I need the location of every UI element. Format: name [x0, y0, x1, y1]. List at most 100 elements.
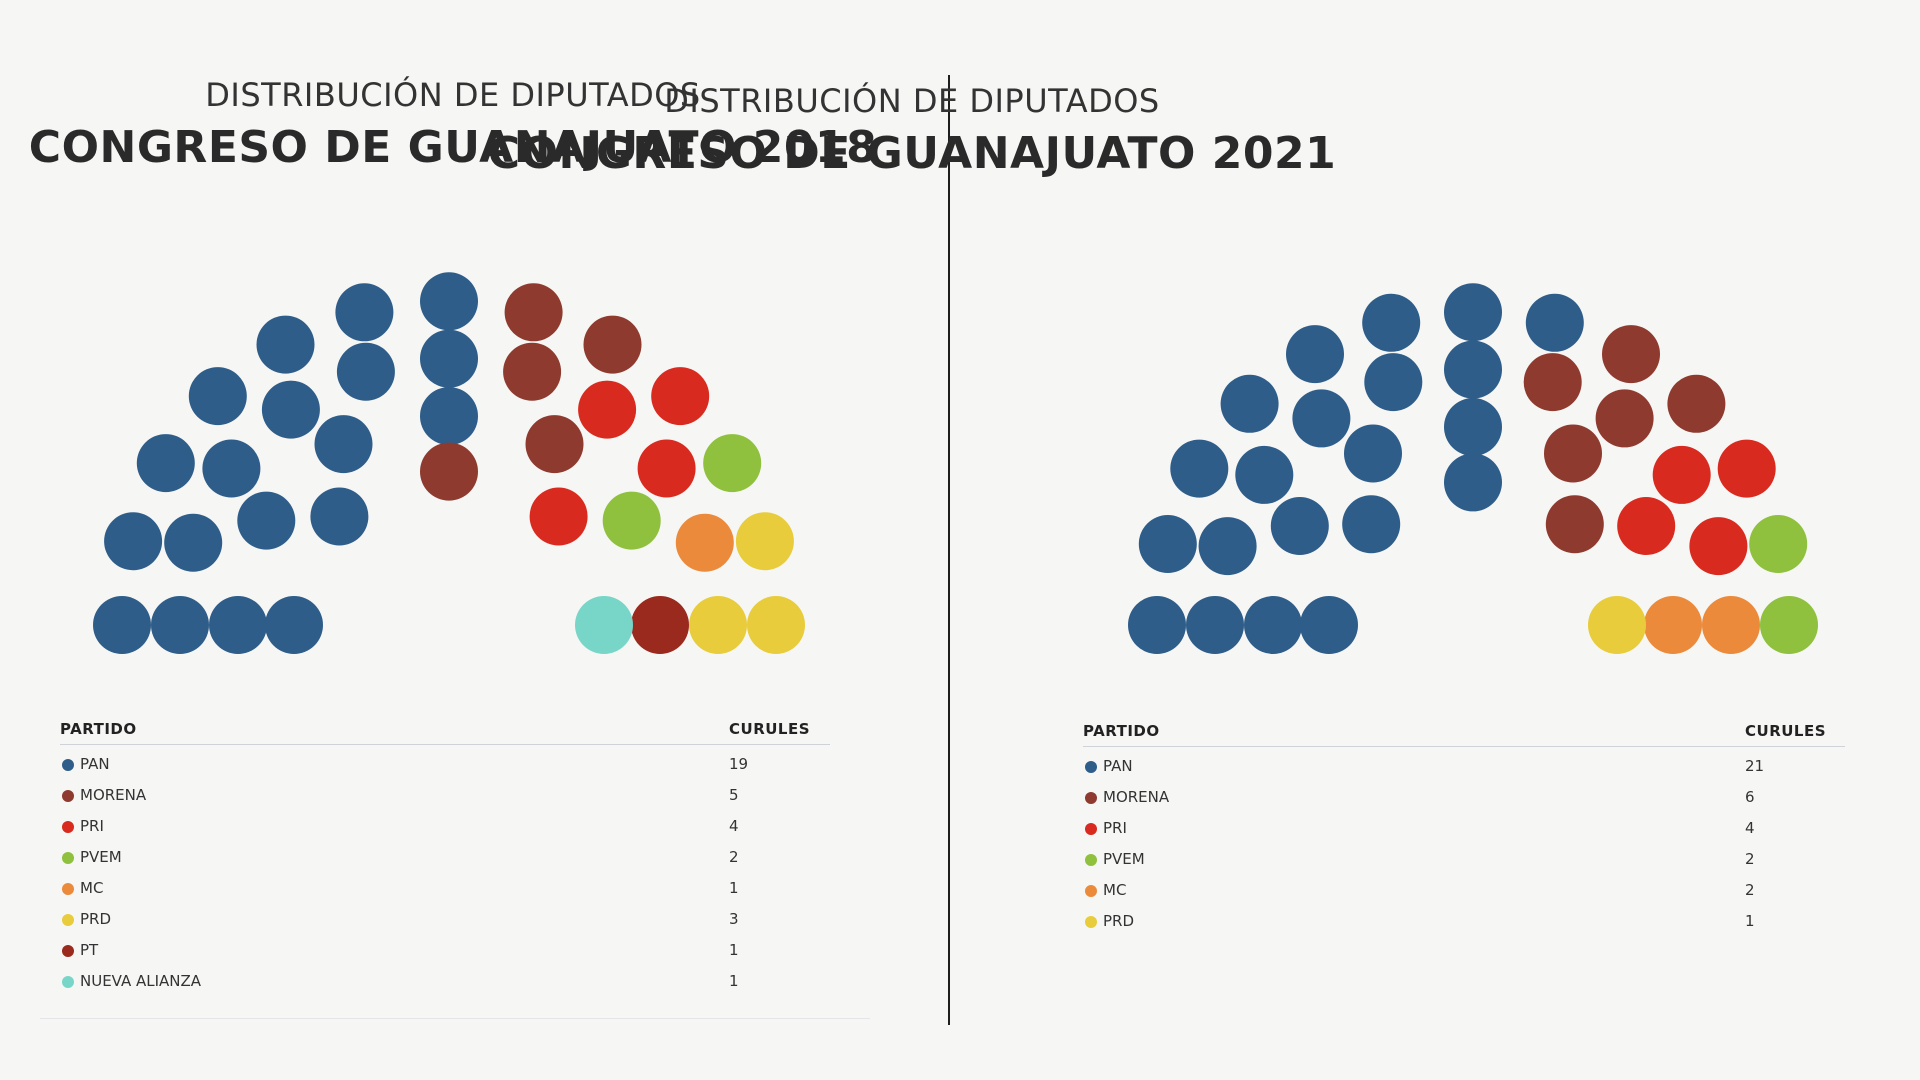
legend-table-2018: PARTIDO CURULES PAN 19 MORENA 5 PRI 4 PVEM 2 MC 1…	[40, 718, 870, 1019]
legend-seat-count: 2	[1745, 850, 1755, 868]
legend-party-name: PVEM	[1103, 850, 1145, 868]
seat-pan	[420, 272, 478, 331]
seat-prd	[747, 596, 805, 654]
legend-header-seats: CURULES	[729, 720, 811, 738]
legend-header-party: PARTIDO	[1083, 722, 1160, 740]
legend-party-name: PAN	[80, 755, 110, 773]
seat-morena	[1667, 374, 1726, 433]
seat-pri	[1652, 445, 1711, 504]
legend-swatch	[1085, 823, 1097, 835]
seat-pri	[529, 487, 588, 546]
legend-row-mc: MC 2	[1083, 880, 1845, 911]
legend-seat-count: 1	[729, 941, 739, 959]
seat-pan	[1444, 398, 1502, 456]
seat-pan	[1342, 495, 1401, 554]
legend-party-name: PRI	[1103, 819, 1127, 837]
legend-bottom-rule	[40, 1018, 870, 1019]
seat-pri	[578, 380, 637, 439]
seat-pt	[631, 596, 689, 654]
seat-morena	[503, 342, 562, 401]
legend-party-name: NUEVA ALIANZA	[80, 972, 202, 990]
seat-morena	[1523, 353, 1582, 412]
legend-party-name: MC	[80, 879, 104, 897]
legend-party-name: PRD	[1103, 912, 1135, 930]
seat-pan	[1286, 325, 1344, 384]
legend-swatch	[1085, 885, 1097, 897]
seat-pvem	[1749, 515, 1808, 573]
legend-party-name: MORENA	[80, 786, 147, 804]
chart-title: CONGRESO DE GUANAJUATO 2021	[487, 128, 1337, 179]
legend-seat-count: 2	[729, 848, 739, 866]
seat-pan	[261, 380, 320, 439]
panel-divider	[948, 75, 950, 1025]
legend-swatch	[62, 852, 74, 864]
seat-pan	[256, 315, 315, 374]
seat-pan	[104, 512, 163, 571]
legend-row-pvem: PVEM 2	[60, 847, 830, 878]
seat-morena	[420, 442, 478, 501]
seat-morena	[1595, 389, 1654, 448]
seat-pan	[1244, 596, 1302, 654]
legend-seat-count: 5	[729, 786, 739, 804]
seat-pan	[1525, 293, 1584, 352]
legend-party-name: PVEM	[80, 848, 122, 866]
chart-panel-2018: DISTRIBUCIÓN DE DIPUTADOS CONGRESO DE GU…	[29, 76, 877, 654]
seat-pan	[188, 367, 247, 426]
seat-pan	[1235, 445, 1294, 504]
seat-pan	[1186, 596, 1244, 654]
legend-seat-count: 4	[729, 817, 739, 835]
legend-header-seats: CURULES	[1745, 722, 1827, 740]
seat-pan	[1170, 439, 1229, 498]
seat-mc	[675, 513, 734, 572]
seat-pvem	[602, 491, 661, 550]
seat-pan	[237, 491, 296, 550]
legend-party-name: PT	[80, 941, 99, 959]
seat-pan	[335, 283, 394, 342]
legend-swatch	[62, 790, 74, 802]
legend-row-pvem: PVEM 2	[1083, 849, 1845, 880]
seat-nueva-alianza	[575, 596, 633, 654]
legend-seat-count: 4	[1745, 819, 1755, 837]
legend-row-prd: PRD 1	[1083, 911, 1845, 942]
seat-morena	[1544, 424, 1602, 483]
seat-pri	[651, 367, 710, 426]
legend-swatch	[62, 976, 74, 988]
legend-row-pan: PAN 21	[1083, 756, 1845, 787]
seat-pan	[336, 342, 395, 401]
legend-swatch	[62, 945, 74, 957]
seat-pan	[1444, 340, 1502, 399]
seat-pan	[1220, 374, 1279, 433]
legend-seat-count: 1	[729, 972, 739, 990]
legend-seat-count: 6	[1745, 788, 1755, 806]
legend-swatch	[62, 914, 74, 926]
seat-pri	[1689, 517, 1748, 576]
seat-pri	[1717, 439, 1776, 498]
legend-row-morena: MORENA 5	[60, 785, 830, 816]
legend-row-morena: MORENA 6	[1083, 787, 1845, 818]
seat-pan	[1138, 515, 1197, 573]
seat-pri	[637, 439, 696, 498]
seat-morena	[1545, 495, 1604, 554]
seat-prd	[689, 596, 747, 654]
legend-swatch	[62, 821, 74, 833]
legend-rows: PAN 21 MORENA 6 PRI 4 PVEM 2 MC 2 PRD 1	[1083, 747, 1845, 942]
seat-prd	[1588, 596, 1646, 654]
seat-pan	[1444, 283, 1502, 342]
legend-party-name: PRD	[80, 910, 112, 928]
legend-row-prd: PRD 3	[60, 909, 830, 940]
hemicycle-chart-2021	[1128, 283, 1818, 654]
legend-swatch	[62, 759, 74, 771]
legend-party-name: MORENA	[1103, 788, 1170, 806]
seat-pan	[1344, 424, 1402, 483]
legend-row-mc: MC 1	[60, 878, 830, 909]
legend-row-pri: PRI 4	[1083, 818, 1845, 849]
legend-rows: PAN 19 MORENA 5 PRI 4 PVEM 2 MC 1 PRD 3 PT 1 NUEVA ALI…	[60, 745, 830, 1002]
seat-pan	[202, 439, 261, 498]
legend-seat-count: 1	[1745, 912, 1755, 930]
legend-swatch	[1085, 916, 1097, 928]
legend-table-2021: PARTIDO CURULES PAN 21 MORENA 6 PRI 4 PVEM 2 MC 2…	[1083, 720, 1845, 942]
chart-subtitle: DISTRIBUCIÓN DE DIPUTADOS	[664, 82, 1160, 120]
legend-row-pan: PAN 19	[60, 754, 830, 785]
seat-morena	[1602, 325, 1660, 384]
seat-pan	[1198, 517, 1257, 576]
